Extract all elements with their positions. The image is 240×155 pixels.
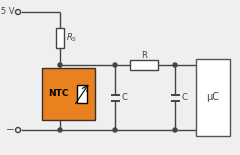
Text: R: R [141, 51, 147, 60]
Circle shape [113, 63, 117, 67]
Bar [42, 68, 95, 120]
Bar [130, 60, 158, 70]
Circle shape [58, 128, 62, 132]
Text: C: C [182, 93, 188, 102]
Circle shape [58, 63, 62, 67]
Circle shape [113, 128, 117, 132]
Text: NTC: NTC [48, 89, 68, 98]
Bar [196, 59, 230, 136]
Text: +5 V: +5 V [0, 7, 14, 16]
Bar [77, 85, 87, 103]
Text: $R_S$: $R_S$ [66, 32, 77, 44]
Circle shape [173, 128, 177, 132]
Text: C: C [122, 93, 128, 102]
Bar [56, 28, 64, 48]
Text: −: − [6, 125, 14, 135]
Circle shape [173, 63, 177, 67]
Text: μC: μC [206, 93, 220, 102]
